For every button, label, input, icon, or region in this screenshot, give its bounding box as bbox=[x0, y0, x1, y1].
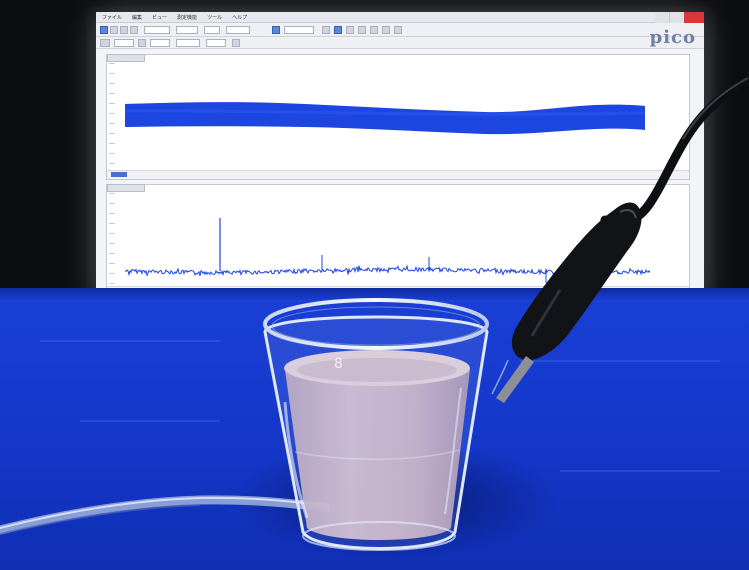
close-icon bbox=[684, 12, 704, 23]
toolbar-icon bbox=[334, 26, 342, 34]
waveform-pane-top bbox=[106, 54, 690, 180]
cloth-ripple bbox=[80, 420, 220, 422]
toolbar-icon bbox=[110, 26, 118, 34]
waveform-band-top bbox=[125, 102, 645, 135]
toolbar-icon bbox=[382, 26, 390, 34]
maximize-icon bbox=[669, 12, 684, 23]
toolbar-field bbox=[144, 26, 170, 34]
toolbar-icon bbox=[358, 26, 366, 34]
app-menubar: ファイル 編集 ビュー 測定機能 ツール ヘルプ bbox=[96, 12, 704, 23]
toolbar-field bbox=[176, 26, 198, 34]
toolbar-field bbox=[114, 39, 134, 47]
menu-item-edit: 編集 bbox=[132, 14, 143, 21]
toolbar-icon bbox=[120, 26, 128, 34]
cloth-ripple bbox=[40, 340, 220, 342]
toolbar-field bbox=[284, 26, 314, 34]
pico-logo: pico bbox=[649, 27, 696, 48]
menu-item-file: ファイル bbox=[102, 14, 123, 21]
menu-item-measure: 測定機能 bbox=[177, 14, 198, 21]
menu-item-help: ヘルプ bbox=[232, 14, 248, 21]
minimize-icon bbox=[655, 12, 669, 23]
electrode-probe bbox=[491, 75, 749, 403]
cloth-ripple bbox=[520, 360, 720, 362]
toolbar-icon bbox=[322, 26, 330, 34]
menu-item-tools: ツール bbox=[207, 14, 223, 21]
toolbar-field bbox=[204, 26, 220, 34]
y-axis-ticks bbox=[109, 63, 121, 173]
silicone-tube bbox=[0, 495, 330, 535]
glass-cup: 8 bbox=[263, 298, 489, 551]
pane-tab bbox=[107, 184, 145, 192]
toolbar-field bbox=[150, 39, 170, 47]
y-axis-ticks bbox=[109, 193, 121, 289]
toolbar-field bbox=[176, 39, 200, 47]
toolbar-icon bbox=[346, 26, 354, 34]
toolbar-icon bbox=[138, 39, 146, 47]
cloth-ripple bbox=[560, 470, 720, 472]
toolbar-field bbox=[226, 26, 250, 34]
pane-footer bbox=[107, 170, 689, 179]
window-controls bbox=[655, 12, 704, 23]
toolbar-icon bbox=[394, 26, 402, 34]
toolbar-main bbox=[96, 23, 704, 37]
toolbar-icon bbox=[100, 39, 110, 47]
toolbar-icon bbox=[100, 26, 108, 34]
pane-tab bbox=[107, 54, 145, 62]
toolbar-secondary bbox=[96, 37, 704, 49]
svg-text:8: 8 bbox=[334, 356, 343, 372]
toolbar-icon bbox=[232, 39, 240, 47]
toolbar-icon bbox=[370, 26, 378, 34]
toolbar-icon bbox=[272, 26, 280, 34]
menu-item-view: ビュー bbox=[152, 14, 168, 21]
ruler-chip bbox=[111, 172, 127, 177]
toolbar-icon bbox=[130, 26, 138, 34]
toolbar-field bbox=[206, 39, 226, 47]
